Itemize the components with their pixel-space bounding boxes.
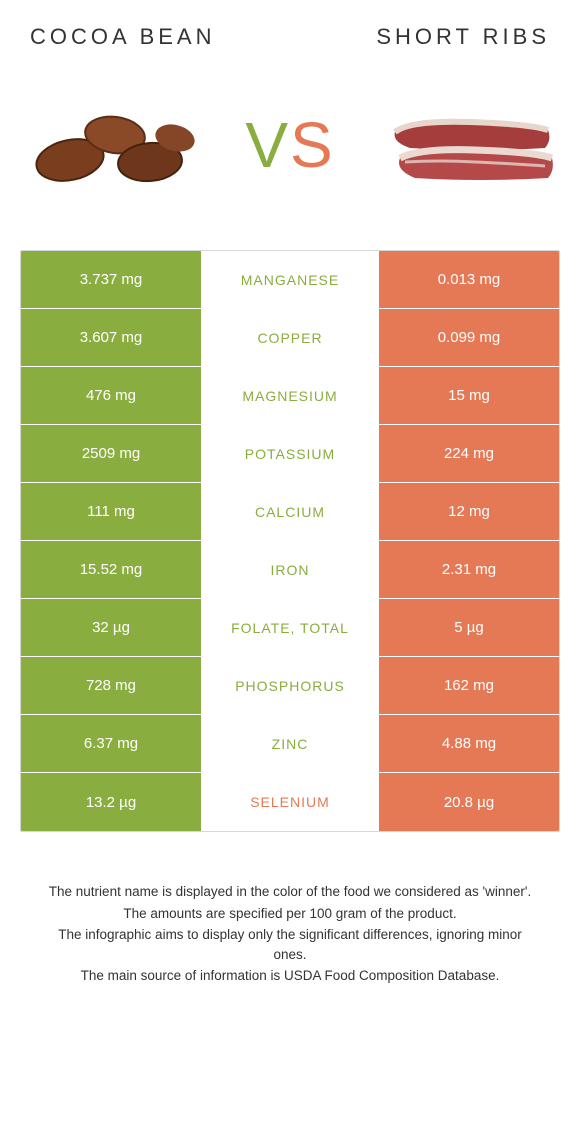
nutrient-label: ZINC [201, 715, 379, 772]
right-value: 224 mg [379, 425, 559, 482]
table-row: 32 µgFOLATE, TOTAL5 µg [21, 599, 559, 657]
table-row: 15.52 mgIRON2.31 mg [21, 541, 559, 599]
table-row: 2509 mgPOTASSIUM224 mg [21, 425, 559, 483]
nutrient-label: PHOSPHORUS [201, 657, 379, 714]
table-row: 728 mgPHOSPHORUS162 mg [21, 657, 559, 715]
nutrient-label: POTASSIUM [201, 425, 379, 482]
left-value: 3.607 mg [21, 309, 201, 366]
right-value: 2.31 mg [379, 541, 559, 598]
nutrient-label: MANGANESE [201, 251, 379, 308]
table-row: 476 mgMAGNESIUM15 mg [21, 367, 559, 425]
left-value: 3.737 mg [21, 251, 201, 308]
header: COCOA BEAN SHORT RIBS [20, 24, 560, 90]
right-value: 15 mg [379, 367, 559, 424]
nutrient-label: IRON [201, 541, 379, 598]
cocoa-bean-image [20, 90, 200, 200]
table-row: 111 mgCALCIUM12 mg [21, 483, 559, 541]
right-value: 162 mg [379, 657, 559, 714]
right-value: 4.88 mg [379, 715, 559, 772]
nutrient-table: 3.737 mgMANGANESE0.013 mg3.607 mgCOPPER0… [20, 250, 560, 832]
right-value: 20.8 µg [379, 773, 559, 831]
vs-v: V [245, 109, 290, 181]
short-ribs-image [380, 90, 560, 200]
nutrient-label: CALCIUM [201, 483, 379, 540]
left-value: 476 mg [21, 367, 201, 424]
table-row: 13.2 µgSELENIUM20.8 µg [21, 773, 559, 831]
left-value: 15.52 mg [21, 541, 201, 598]
left-value: 111 mg [21, 483, 201, 540]
footer-line: The nutrient name is displayed in the co… [40, 882, 540, 902]
nutrient-label: MAGNESIUM [201, 367, 379, 424]
footer-line: The amounts are specified per 100 gram o… [40, 904, 540, 924]
right-value: 0.013 mg [379, 251, 559, 308]
left-value: 32 µg [21, 599, 201, 656]
table-row: 6.37 mgZINC4.88 mg [21, 715, 559, 773]
hero-row: VS [20, 90, 560, 250]
right-food-title: SHORT RIBS [376, 24, 550, 50]
left-value: 6.37 mg [21, 715, 201, 772]
vs-s: S [290, 109, 335, 181]
footer-line: The main source of information is USDA F… [40, 966, 540, 986]
nutrient-label: FOLATE, TOTAL [201, 599, 379, 656]
nutrient-label: SELENIUM [201, 773, 379, 831]
right-value: 5 µg [379, 599, 559, 656]
right-value: 0.099 mg [379, 309, 559, 366]
left-value: 13.2 µg [21, 773, 201, 831]
left-value: 2509 mg [21, 425, 201, 482]
vs-label: VS [245, 108, 334, 182]
table-row: 3.737 mgMANGANESE0.013 mg [21, 251, 559, 309]
right-value: 12 mg [379, 483, 559, 540]
nutrient-label: COPPER [201, 309, 379, 366]
footer-notes: The nutrient name is displayed in the co… [20, 832, 560, 986]
footer-line: The infographic aims to display only the… [40, 925, 540, 964]
left-food-title: COCOA BEAN [30, 24, 215, 50]
table-row: 3.607 mgCOPPER0.099 mg [21, 309, 559, 367]
left-value: 728 mg [21, 657, 201, 714]
